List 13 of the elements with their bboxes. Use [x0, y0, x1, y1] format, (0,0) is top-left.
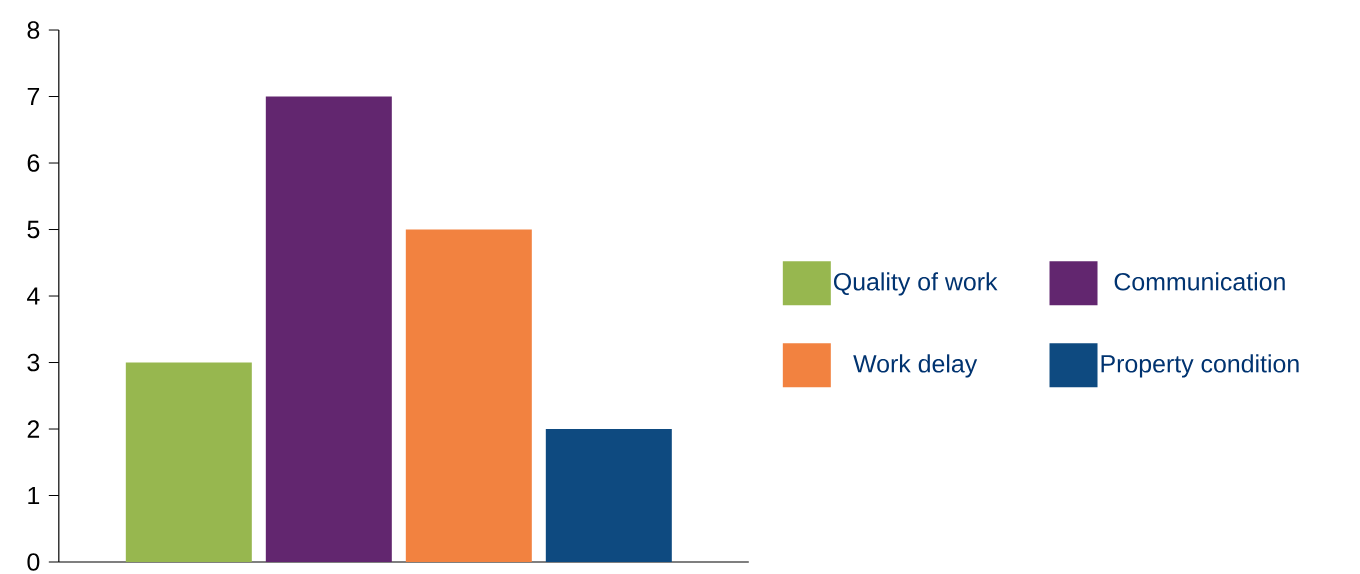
y-tick-label: 4	[27, 287, 40, 305]
legend-label: Work delay	[853, 354, 978, 378]
y-tick-label: 2	[27, 420, 40, 438]
y-tick-label: 8	[27, 21, 40, 39]
legend-label: Quality of work	[833, 272, 998, 296]
y-tick-label: 1	[28, 486, 40, 505]
legend-label: Property condition	[1101, 354, 1299, 378]
legend-label: Communication	[1114, 272, 1285, 291]
y-tick-label: 0	[27, 553, 40, 571]
y-tick-label: 3	[27, 353, 40, 372]
y-tick-label: 5	[27, 220, 40, 239]
y-tick-label: 6	[27, 154, 40, 172]
y-tick-label: 7	[27, 87, 40, 106]
